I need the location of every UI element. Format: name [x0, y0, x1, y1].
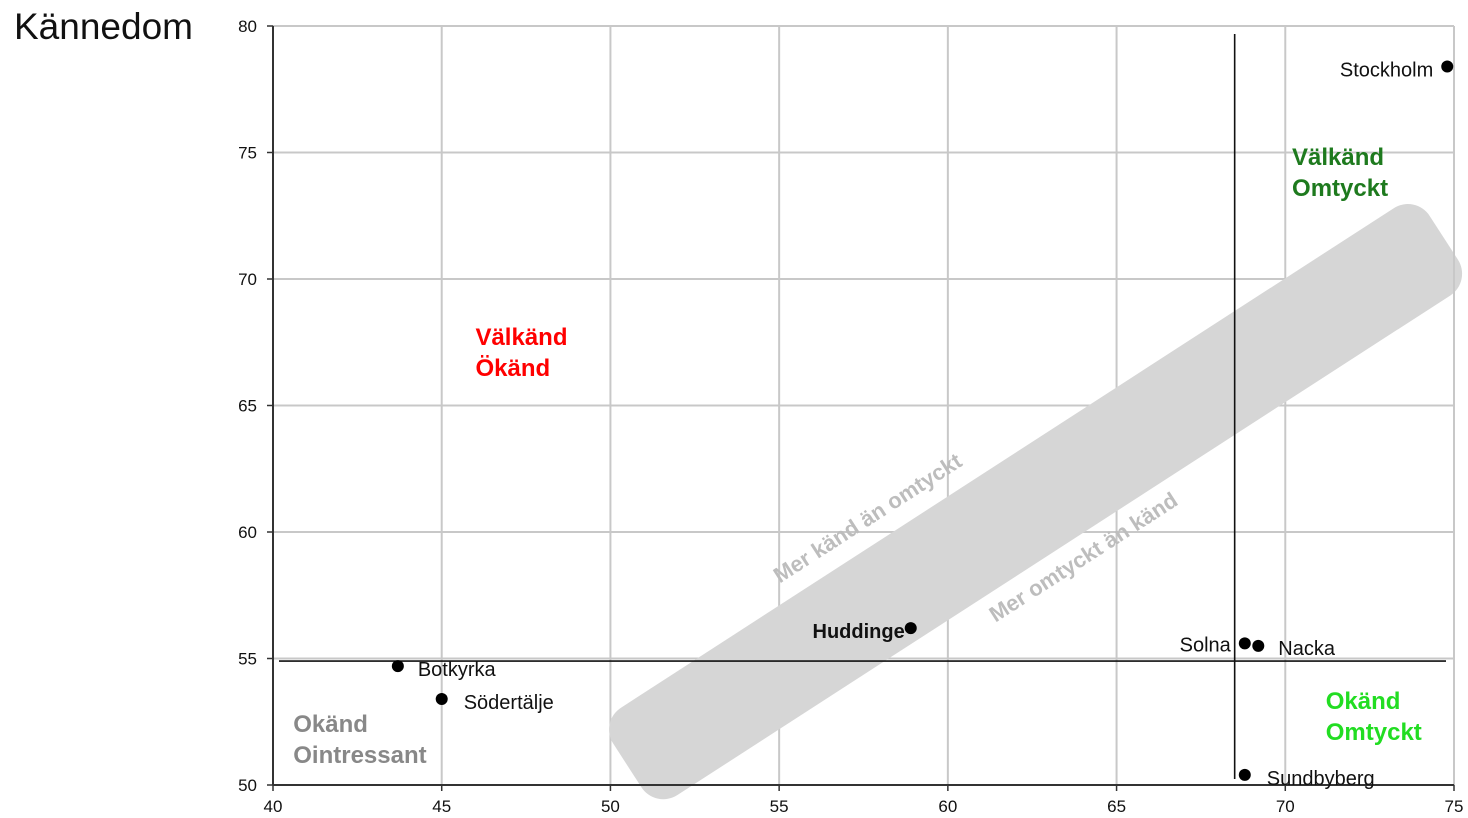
band-shape: [609, 204, 1463, 800]
y-tick-label: 55: [238, 650, 257, 669]
x-tick-label: 60: [938, 797, 957, 816]
quadrant-label: Välkänd Ökänd: [475, 324, 567, 382]
y-tick-labels: 50 55 60 65 70 75 80: [238, 17, 257, 795]
data-points: Stockholm Solna Nacka Sundbyberg Huddinge Bot…: [391, 59, 1454, 790]
data-point: [1238, 637, 1251, 650]
data-point: [391, 660, 404, 673]
quadrant-label-line: Okänd: [293, 711, 368, 738]
x-tick-label: 55: [770, 797, 789, 816]
plot-frame: [267, 25, 1455, 791]
data-point: [1238, 768, 1251, 781]
x-tick-label: 50: [601, 797, 620, 816]
data-point: [904, 622, 917, 635]
data-point: [1441, 60, 1454, 73]
point-label: Botkyrka: [418, 659, 497, 681]
y-tick-label: 80: [238, 17, 257, 36]
x-tick-label: 70: [1276, 797, 1295, 816]
quadrant-label-line: Omtyckt: [1326, 719, 1422, 746]
quadrant-label-line: Välkänd: [475, 324, 567, 351]
x-tick-label: 40: [264, 797, 283, 816]
quadrant-label: Okänd Ointressant: [293, 711, 426, 769]
reference-lines: [279, 34, 1446, 779]
point-label: Stockholm: [1340, 59, 1433, 81]
point-label: Sundbyberg: [1267, 768, 1375, 790]
data-point: [435, 692, 448, 705]
x-tick-label: 65: [1107, 797, 1126, 816]
y-tick-label: 65: [238, 397, 257, 416]
quadrant-label-line: Okänd: [1326, 688, 1401, 715]
quadrant-label-line: Ointressant: [293, 742, 426, 769]
x-tick-label: 75: [1445, 797, 1464, 816]
quadrant-label: Okänd Omtyckt: [1326, 688, 1422, 746]
quadrant-label-line: Välkänd: [1292, 144, 1384, 171]
y-tick-label: 75: [238, 144, 257, 163]
point-label: Södertälje: [464, 692, 554, 714]
quadrant-label-line: Ökänd: [475, 355, 550, 382]
point-label: Solna: [1180, 634, 1232, 656]
y-tick-label: 60: [238, 523, 257, 542]
point-label: Nacka: [1278, 638, 1336, 660]
x-tick-labels: 40 45 50 55 60 65 70 75: [264, 797, 1464, 816]
y-tick-label: 50: [238, 776, 257, 795]
x-tick-label: 45: [432, 797, 451, 816]
y-axis-title: Kännedom: [14, 6, 193, 47]
data-point: [1252, 639, 1265, 652]
quadrant-label: Välkänd Omtyckt: [1292, 144, 1388, 202]
point-label: Huddinge: [813, 621, 905, 643]
y-tick-label: 70: [238, 270, 257, 289]
quadrant-label-line: Omtyckt: [1292, 175, 1388, 202]
